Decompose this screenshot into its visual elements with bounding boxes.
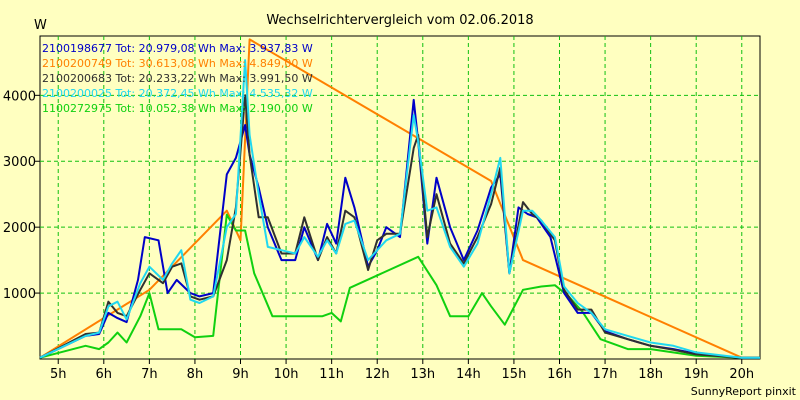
legend-entry: 1100272975 Tot: 10.052,38 Wh Max: 2.190,… [42,102,313,115]
x-tick-label: 14h [456,367,481,382]
x-tick-label: 16h [547,367,572,382]
series-line [39,59,760,359]
legend: 2100198677 Tot: 20.979,08 Wh Max: 3.937,… [42,42,313,115]
y-axis: 1000 2000 3000 4000 [3,89,40,302]
series-line [39,38,760,359]
x-axis: 5h 6h 7h 8h 9h 10h 11h 12h 13h 14h 15h 16h 17h 18h 19h… [50,359,754,382]
x-tick-label: 13h [410,367,435,382]
x-tick-label: 12h [365,367,390,382]
x-tick-label: 11h [319,367,344,382]
y-axis-label: W [34,18,47,33]
legend-entry: 2100200025 Tot: 20.372,45 Wh Max: 4.535,… [42,87,313,100]
x-tick-label: 6h [96,367,113,382]
legend-entry: 2100198677 Tot: 20.979,08 Wh Max: 3.937,… [42,42,313,55]
x-tick-label: 9h [232,367,249,382]
x-tick-label: 18h [638,367,663,382]
footer-credit: SunnyReport pinxit [691,385,797,398]
plot-area [39,35,761,360]
series-line [39,98,760,359]
y-tick-label: 1000 [3,287,36,302]
chart-title: Wechselrichtervergleich vom 02.06.2018 [266,13,533,28]
y-tick-label: 3000 [3,155,36,170]
y-tick-label: 4000 [3,89,36,104]
y-tick-label: 2000 [3,221,36,236]
grid [40,36,760,359]
x-tick-label: 17h [593,367,618,382]
series-line [39,213,760,359]
x-tick-label: 19h [684,367,709,382]
x-tick-label: 20h [729,367,754,382]
series-lines [39,38,760,359]
x-tick-label: 10h [274,367,299,382]
x-tick-label: 7h [141,367,158,382]
legend-entry: 2100200683 Tot: 20.233,22 Wh Max: 3.991,… [42,72,313,85]
x-tick-label: 15h [502,367,527,382]
x-tick-label: 8h [187,367,204,382]
legend-entry: 2100200749 Tot: 30.613,08 Wh Max: 4.849,… [42,57,313,70]
x-tick-label: 5h [50,367,67,382]
